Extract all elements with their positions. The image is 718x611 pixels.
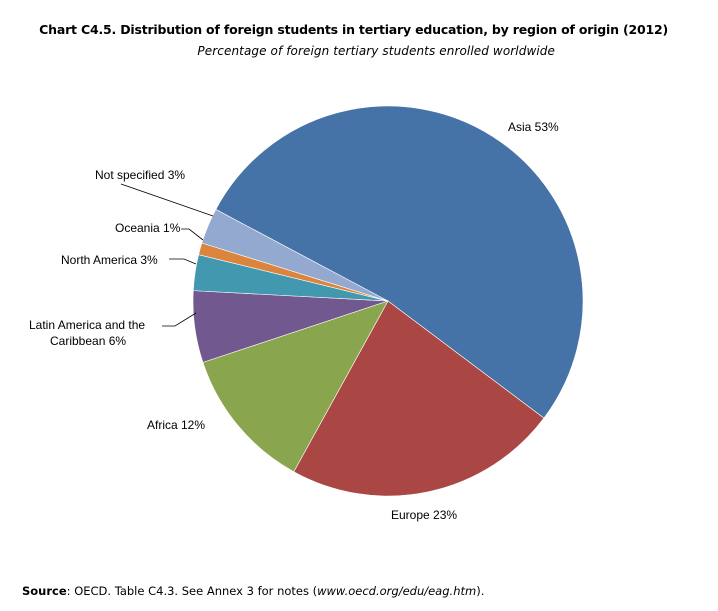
slice-labels: Asia 53% Europe 23% Africa 12% Latin Ame… — [29, 120, 559, 522]
chart-title: Chart C4.5. Distribution of foreign stud… — [39, 22, 668, 37]
slice-label-asia: Asia 53% — [508, 120, 559, 134]
source-text: : OECD. Table C4.3. See Annex 3 for note… — [66, 584, 318, 598]
slice-label-latin-america-line1: Latin America and the — [29, 318, 145, 332]
slice-label-latin-america-line2: Caribbean 6% — [50, 334, 126, 348]
pie-slice-europe — [293, 300, 545, 497]
pie-slices — [192, 105, 584, 497]
leader-oceania — [181, 228, 204, 241]
leader-north-america — [169, 258, 197, 265]
pie-slice-asia — [215, 105, 584, 419]
slice-label-europe: Europe 23% — [391, 508, 457, 522]
source-suffix: ). — [476, 584, 485, 598]
slice-label-oceania: Oceania 1% — [115, 221, 181, 235]
leader-latin-america — [162, 312, 197, 327]
slice-label-not-specified: Not specified 3% — [95, 168, 185, 182]
source-note: Source: OECD. Table C4.3. See Annex 3 fo… — [22, 584, 484, 598]
source-prefix: Source — [22, 584, 67, 598]
leader-not-specified — [120, 183, 214, 217]
slice-label-north-america: North America 3% — [61, 253, 158, 267]
pie-slice-not-specified — [201, 209, 389, 302]
pie-slice-africa — [202, 300, 389, 473]
source-link: www.oecd.org/edu/eag.htm — [317, 584, 477, 598]
chart-subtitle: Percentage of foreign tertiary students … — [197, 44, 555, 58]
slice-label-africa: Africa 12% — [147, 418, 205, 432]
leader-lines — [120, 183, 214, 327]
